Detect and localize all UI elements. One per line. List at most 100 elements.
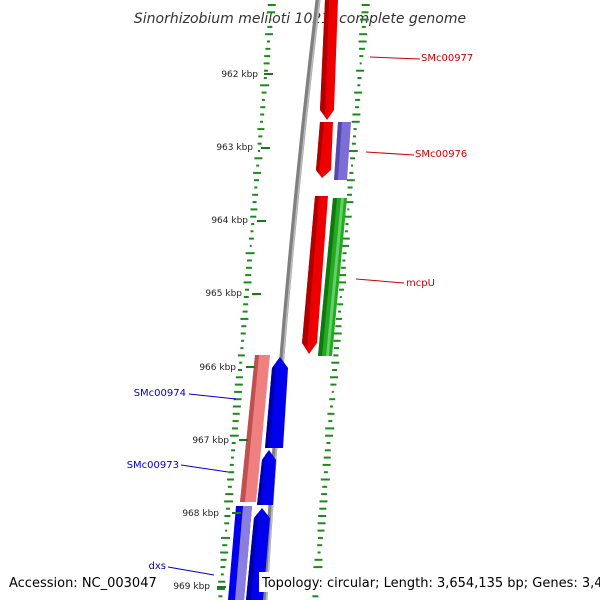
gc-dot bbox=[229, 463, 234, 466]
gc-dot bbox=[336, 317, 342, 320]
gc-dot bbox=[348, 150, 358, 152]
gc-dot bbox=[251, 223, 255, 225]
gc-dot bbox=[222, 544, 228, 547]
gc-dot bbox=[261, 91, 267, 94]
gc-dot bbox=[221, 536, 230, 539]
gc-dot bbox=[256, 164, 260, 167]
gc-dot bbox=[353, 135, 356, 138]
gc-dot bbox=[358, 40, 367, 43]
gc-dot bbox=[346, 179, 355, 182]
leader-line bbox=[180, 464, 229, 473]
leader-line bbox=[167, 566, 215, 576]
gc-track-right bbox=[312, 4, 370, 598]
gc-dot bbox=[220, 573, 224, 576]
gc-dot bbox=[347, 186, 353, 189]
gc-dot bbox=[320, 478, 330, 481]
gc-dot bbox=[217, 588, 225, 590]
gc-track-left bbox=[217, 4, 276, 598]
gene-arrow-dxs-shade bbox=[246, 508, 262, 600]
gene-label-smc00976[interactable]: SMc00976 bbox=[365, 149, 467, 160]
gc-dot bbox=[227, 478, 234, 481]
gc-dot bbox=[324, 449, 331, 452]
gc-dot bbox=[243, 296, 249, 298]
gc-dot bbox=[361, 25, 366, 28]
gc-dot bbox=[264, 55, 271, 58]
tick-label: 962 kbp bbox=[221, 70, 258, 80]
gc-dot bbox=[328, 420, 333, 423]
tick: 967 kbp bbox=[192, 436, 248, 446]
tick: 962 kbp bbox=[221, 70, 273, 80]
tick-label: 965 kbp bbox=[205, 289, 242, 299]
tick-label: 963 kbp bbox=[216, 143, 253, 153]
gc-dot bbox=[260, 113, 265, 116]
gc-dot bbox=[355, 106, 359, 109]
gc-dot bbox=[269, 18, 272, 21]
gene-label-smc00977[interactable]: SMc00977 bbox=[369, 53, 473, 64]
gc-dot bbox=[224, 515, 231, 517]
topology-background bbox=[259, 572, 595, 592]
gc-dot bbox=[317, 536, 323, 539]
gene-label-text: mcpU bbox=[406, 278, 435, 289]
gc-dot bbox=[356, 69, 365, 72]
gc-dot bbox=[231, 449, 236, 452]
gc-dot bbox=[260, 84, 270, 87]
gc-dot bbox=[232, 420, 239, 423]
gene-label-smc00974[interactable]: SMc00974 bbox=[134, 388, 237, 400]
gc-dot bbox=[245, 274, 252, 277]
gc-dot bbox=[338, 310, 342, 313]
gc-dot bbox=[250, 215, 257, 218]
tick: 965 kbp bbox=[205, 289, 261, 299]
gc-dot bbox=[313, 566, 323, 569]
gene-arrow-purple-shade bbox=[334, 122, 342, 180]
gc-dot bbox=[353, 128, 357, 131]
gc-dot bbox=[333, 332, 342, 335]
gc-dot bbox=[253, 171, 262, 174]
gc-dot bbox=[245, 252, 255, 255]
gc-dot bbox=[339, 274, 347, 277]
gc-dot bbox=[218, 595, 223, 598]
gc-dot bbox=[250, 230, 254, 233]
gc-dot bbox=[345, 223, 349, 225]
gc-dot bbox=[322, 463, 331, 466]
gene-label-mcpu[interactable]: mcpU bbox=[355, 278, 435, 289]
gc-dot bbox=[264, 69, 268, 72]
gc-dot bbox=[238, 369, 242, 371]
gc-dot bbox=[317, 522, 326, 525]
gc-dot bbox=[331, 390, 334, 393]
topology-text: Topology: circular; Length: 3,654,135 bp… bbox=[261, 576, 600, 591]
gc-dot bbox=[361, 4, 370, 6]
gc-dot bbox=[326, 442, 331, 444]
gene-label-text: SMc00977 bbox=[421, 53, 473, 64]
gc-dot bbox=[257, 128, 265, 131]
gc-dot bbox=[258, 150, 260, 152]
gc-dot bbox=[312, 595, 319, 598]
gc-dot bbox=[342, 252, 347, 255]
gene-label-smc00973[interactable]: SMc00973 bbox=[127, 460, 229, 473]
gene-label-dxs[interactable]: dxs bbox=[149, 561, 215, 576]
tick-label: 967 kbp bbox=[192, 436, 229, 446]
gc-dot bbox=[252, 201, 257, 204]
gc-dot bbox=[330, 405, 333, 408]
gc-dot bbox=[322, 485, 328, 488]
gc-dot bbox=[228, 471, 235, 474]
gc-dot bbox=[359, 55, 364, 58]
gc-dot bbox=[351, 164, 353, 167]
tick: 969 kbp bbox=[173, 582, 226, 592]
tick: 963 kbp bbox=[216, 143, 270, 153]
gc-dot bbox=[342, 259, 346, 262]
gc-dot bbox=[344, 230, 348, 233]
gc-dot bbox=[234, 390, 243, 393]
tick-label: 966 kbp bbox=[199, 363, 236, 373]
gc-dot bbox=[232, 412, 240, 415]
gc-dot bbox=[248, 237, 254, 240]
leader-line bbox=[355, 278, 405, 284]
gc-dot bbox=[254, 179, 259, 182]
gc-dot bbox=[361, 11, 369, 14]
gc-dot bbox=[359, 33, 368, 36]
gc-dot bbox=[351, 142, 356, 145]
gc-dot bbox=[254, 186, 258, 189]
gc-dot bbox=[235, 376, 243, 379]
gc-dot bbox=[261, 98, 265, 101]
gc-dot bbox=[359, 18, 369, 21]
